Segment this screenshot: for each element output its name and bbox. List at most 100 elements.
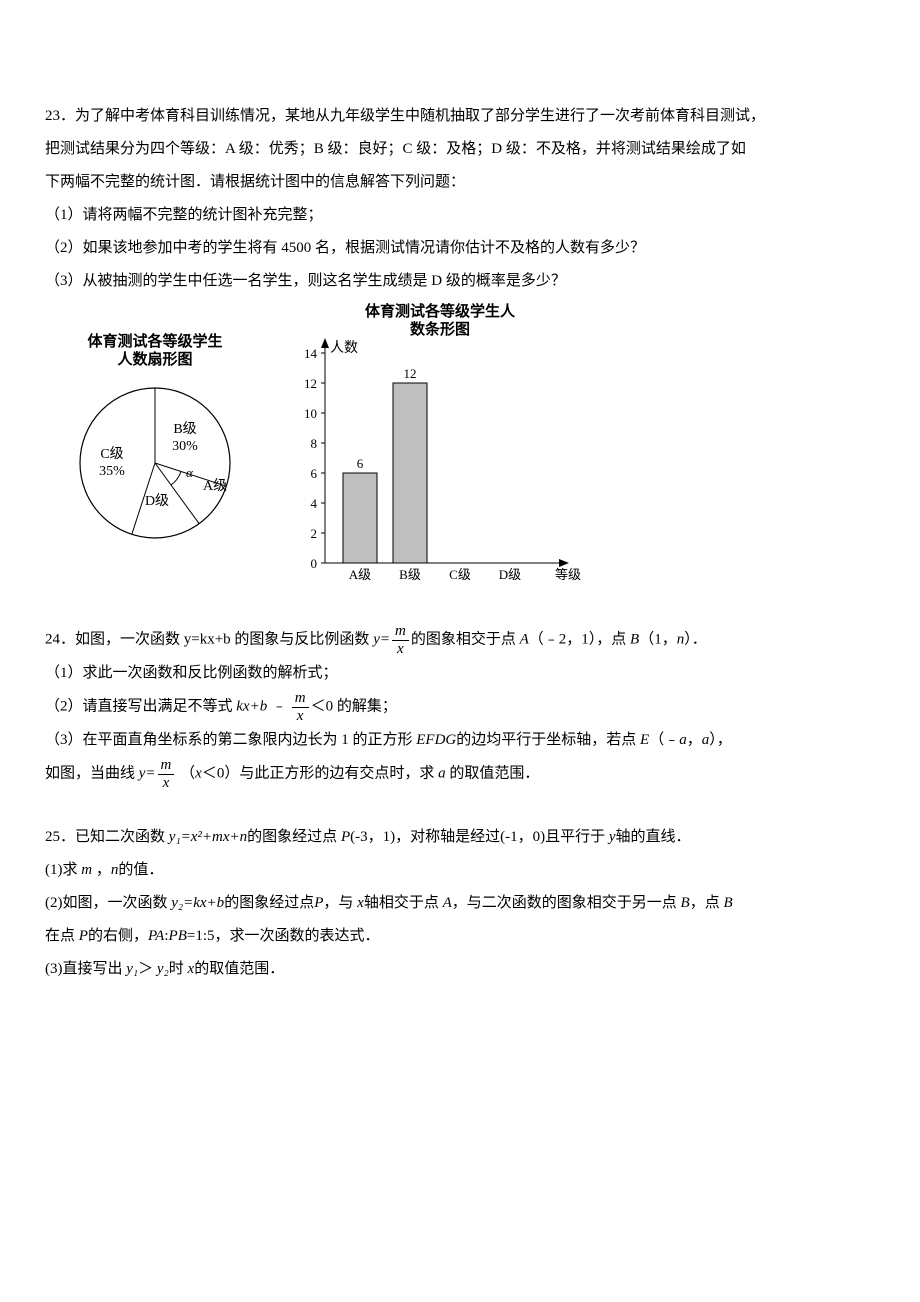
q25-p2f: ，点: [690, 895, 724, 911]
bar-title-1: 体育测试各等级学生人: [365, 302, 516, 320]
q24-x: x: [195, 765, 202, 781]
q25-p1b: 的值．: [118, 862, 163, 878]
svg-text:等级: 等级: [555, 567, 581, 582]
q24-t1a: 如图，一次函数 y=kx+b 的图象与反比例函数: [75, 631, 373, 647]
q25-p2h: 的右侧，: [88, 928, 148, 944]
pie-label-d: D级: [145, 493, 169, 509]
svg-text:A级: A级: [349, 567, 371, 582]
q24-frac3: mx: [156, 757, 177, 791]
q24-t1b: 的图象相交于点: [411, 631, 520, 647]
q25-p1a: (1)求: [45, 862, 81, 878]
q25-ptPelem: (-3，1)，对称轴是经过(-1，0)且平行于: [350, 829, 609, 845]
q23-text-2: 把测试结果分为四个等级：A 级：优秀；: [45, 141, 314, 157]
q24-p3b: 的边均平行于坐标轴，若点: [456, 732, 640, 748]
q25-p3b: 时: [169, 961, 188, 977]
q25-ratio: =1:5，求一次函数的表达式．: [187, 928, 380, 944]
q24-frac1: mx: [390, 623, 411, 657]
q25-p2g: 在点: [45, 928, 79, 944]
q23-text-3: 下两幅不完整的统计图．请根据统计图中的信息解答下列问题：: [45, 166, 875, 199]
bar-title-2: 数条形图: [410, 320, 470, 338]
svg-text:2: 2: [311, 526, 318, 541]
pie-alpha-arc: [171, 472, 181, 486]
svg-text:C级: C级: [449, 567, 471, 582]
q24-p2a: （2）请直接写出满足不等式: [45, 698, 236, 714]
q24-kxb: kx+b ﹣: [236, 698, 289, 714]
svg-text:4: 4: [311, 496, 318, 511]
pie-label-alpha: α: [186, 465, 194, 480]
q24-p4b: （: [180, 765, 195, 781]
pie-title-1: 体育测试各等级学生: [87, 332, 222, 350]
q25-PA: PA: [148, 928, 164, 944]
svg-text:D级: D级: [499, 567, 521, 582]
q24-comma: ，: [687, 732, 702, 748]
q25-A: A: [443, 895, 452, 911]
svg-text:10: 10: [304, 406, 317, 421]
pie-label-c-pct: 35%: [99, 464, 125, 479]
q24-EFDG: EFDG: [416, 732, 456, 748]
q25-B2: B: [723, 895, 732, 911]
q25-m: m: [81, 862, 92, 878]
q24-a1: a: [679, 732, 687, 748]
q24-p3a: （3）在平面直角坐标系的第二象限内边长为 1 的正方形: [45, 732, 416, 748]
charts-container: 体育测试各等级学生 人数扇形图 B级 30% C级 35% α A级 D级 体育…: [45, 298, 875, 598]
q24-yeq2: y=: [139, 765, 156, 781]
q25-l1a: 已知二次函数: [75, 829, 169, 845]
q25-y1: y₁: [126, 961, 138, 977]
q24-number: 24．: [45, 631, 75, 647]
pie-label-b: B级: [173, 421, 196, 437]
q25-B: B: [681, 895, 690, 911]
q25-p3c: 的取值范围．: [194, 961, 284, 977]
q25-gt: ＞: [138, 961, 157, 977]
q24-p1: （1）求此一次函数和反比例函数的解析式；: [45, 657, 875, 690]
pie-title-2: 人数扇形图: [117, 350, 192, 368]
pie-label-b-pct: 30%: [172, 439, 198, 454]
q24-p2b: ＜0 的解集；: [311, 698, 397, 714]
q25-l1b: 的图象经过点: [247, 829, 341, 845]
q24-A: A: [520, 631, 529, 647]
pie-chart: 体育测试各等级学生 人数扇形图 B级 30% C级 35% α A级 D级: [45, 298, 265, 558]
q24-ptEend: ），: [709, 732, 732, 748]
q25-sep: ，: [92, 862, 111, 878]
q25-xax: x: [357, 895, 364, 911]
q24-a3: a: [438, 765, 446, 781]
q24-yeq1: y=: [373, 631, 390, 647]
q24-E: E: [640, 732, 649, 748]
q25-p2c: ，与: [323, 895, 357, 911]
q25-y2: y₂: [157, 961, 169, 977]
q25-p2d: 轴相交于点: [364, 895, 443, 911]
q25-number: 25．: [45, 829, 75, 845]
q25-y1eq: y₁=x²+mx+n: [169, 829, 247, 845]
q24-lt0: ＜0）与此正方形的边有交点时，求: [202, 765, 438, 781]
q25-y2eq: y₂=kx+b: [171, 895, 224, 911]
q25-P1: P: [341, 829, 350, 845]
q23-text-2b: B 级：良好；C 级：及格；D 级：不及格，并将测试结果绘成了如: [314, 141, 746, 157]
svg-text:12: 12: [304, 376, 317, 391]
q24-ptBend: ）．: [684, 631, 707, 647]
q25-l1c: 轴的直线．: [616, 829, 691, 845]
q25-yax: y: [609, 829, 616, 845]
q24-p4c: 的取值范围．: [446, 765, 540, 781]
bar-yaxis-label: 人数: [330, 340, 358, 356]
q23-number: 23．: [45, 108, 75, 124]
q24-p4a: 如图，当曲线: [45, 765, 139, 781]
svg-text:6: 6: [357, 456, 364, 471]
q25-P3: P: [79, 928, 88, 944]
bar-plot-area: 02468101214A级B级C级D级等级612: [304, 338, 581, 582]
q25-p2a: (2)如图，一次函数: [45, 895, 171, 911]
q25-p3a: (3)直接写出: [45, 961, 126, 977]
pie-label-c: C级: [100, 446, 123, 462]
q23-p1: （1）请将两幅不完整的统计图补充完整；: [45, 199, 875, 232]
q24-ptA: （﹣2，1），点: [529, 631, 630, 647]
q24-B: B: [630, 631, 639, 647]
q25-P2: P: [314, 895, 323, 911]
svg-text:8: 8: [311, 436, 318, 451]
q25-PB: PB: [169, 928, 187, 944]
q23-p3: （3）从被抽测的学生中任选一名学生，则这名学生成绩是 D 级的概率是多少？: [45, 265, 875, 298]
q24-frac2: mx: [290, 690, 311, 724]
svg-text:12: 12: [404, 366, 417, 381]
q25-p2e: ，与二次函数的图象相交于另一点: [452, 895, 681, 911]
svg-text:0: 0: [311, 556, 318, 571]
q24-ptB: （1，: [639, 631, 677, 647]
q23-text-1: 为了解中考体育科目训练情况，某地从九年级学生中随机抽取了部分学生进行了一次考前体…: [75, 108, 765, 124]
svg-text:6: 6: [311, 466, 318, 481]
